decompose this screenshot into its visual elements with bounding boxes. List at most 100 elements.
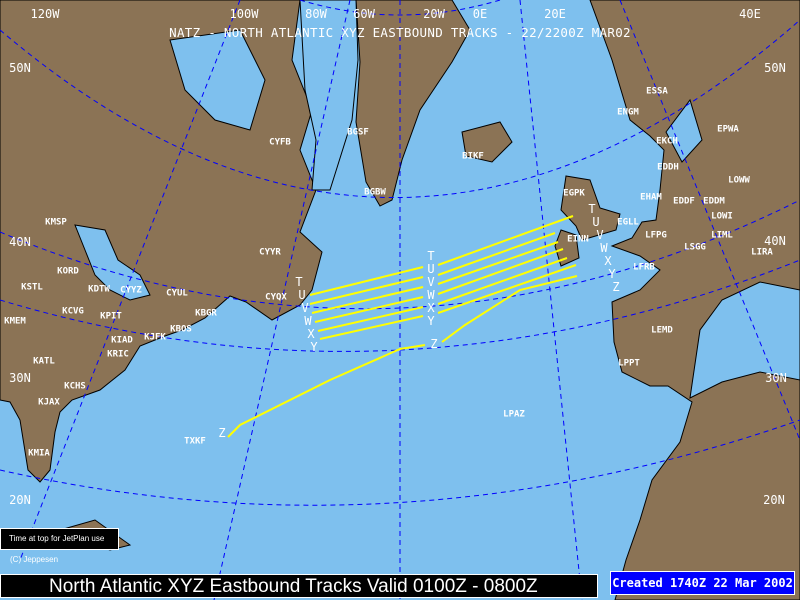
latitude-label: 50N — [9, 61, 31, 75]
airport-label: KIAD — [111, 335, 133, 346]
meridian-line — [19, 0, 241, 561]
track-z-line — [441, 275, 578, 343]
latitude-label: 20N — [763, 493, 785, 507]
copyright: (C) Jeppesen — [10, 555, 59, 564]
longitude-label: 20W — [423, 7, 445, 21]
track-letter: W — [304, 314, 312, 328]
uk — [560, 175, 621, 241]
airport-label: BIKF — [462, 151, 484, 162]
track-letter: Y — [608, 267, 616, 281]
airport-label: LPAZ — [503, 409, 525, 420]
latitude-label: 20N — [9, 493, 31, 507]
airport-label: LFPG — [645, 230, 667, 241]
airport-label: LFRB — [633, 262, 655, 273]
jetplan-note: Time at top for JetPlan use — [0, 528, 119, 550]
track-letter: Z — [612, 280, 620, 294]
airport-label: EDDM — [703, 196, 725, 207]
track-letter: X — [307, 327, 315, 341]
airport-label: LSGG — [684, 242, 706, 253]
track-letter: X — [604, 254, 612, 268]
track-v-line — [311, 286, 424, 314]
airport-label: LEMD — [651, 325, 673, 336]
airport-label: CYQX — [265, 292, 287, 303]
latitude-label: 40N — [764, 234, 786, 248]
greenland — [355, 0, 471, 207]
track-z-line — [227, 344, 426, 438]
track-x-line — [317, 306, 424, 332]
tracks — [227, 215, 578, 438]
airport-label: KRIC — [107, 349, 129, 360]
track-letter: U — [427, 262, 435, 276]
airport-label: TXKF — [184, 436, 206, 447]
track-letter: W — [600, 241, 608, 255]
airport-label: KMIA — [28, 448, 50, 459]
airport-label: LPPT — [618, 358, 640, 369]
track-y-line — [437, 264, 577, 314]
airport-label: KCVG — [62, 306, 84, 317]
created-stamp: Created 1740Z 22 Mar 2002 — [610, 571, 795, 595]
track-letter: T — [427, 249, 435, 263]
track-y-line — [319, 315, 424, 340]
longitude-label: 60W — [353, 7, 375, 21]
airport-label: BGBW — [364, 187, 386, 198]
longitude-label: 0E — [472, 7, 488, 21]
airport-label: EDDF — [673, 196, 695, 207]
airport-label: LIRA — [751, 247, 773, 258]
airport-label: KDTW — [88, 284, 110, 295]
footer-title: North Atlantic XYZ Eastbound Tracks Vali… — [0, 574, 598, 598]
airport-label: KMEM — [4, 316, 26, 327]
track-letter: Y — [310, 340, 318, 354]
longitude-label: 100W — [229, 7, 259, 21]
water-bodies — [74, 0, 800, 399]
track-v-line — [437, 241, 559, 285]
airport-label: CYYR — [259, 247, 281, 258]
mediterranean — [689, 281, 800, 399]
airport-label: EPWA — [717, 124, 739, 135]
latitude-label: 30N — [9, 371, 31, 385]
iceland — [461, 121, 513, 163]
track-letter: U — [298, 288, 306, 302]
track-letter: W — [427, 288, 435, 302]
airport-label: EGLL — [617, 217, 639, 228]
track-letter: V — [596, 228, 604, 242]
airport-label: EDDH — [657, 162, 679, 173]
airport-label: LOWI — [711, 211, 733, 222]
track-x-line — [437, 257, 568, 305]
airport-label: KJAX — [38, 397, 60, 408]
baffin-bay — [299, 0, 359, 191]
track-letter: Z — [218, 426, 226, 440]
longitude-label: 80W — [305, 7, 327, 21]
longitude-label: 120W — [30, 7, 60, 21]
track-letter: T — [295, 275, 303, 289]
airport-label: EHAM — [640, 192, 662, 203]
airport-label: LIML — [711, 230, 733, 241]
airport-label: KJFK — [144, 332, 166, 343]
track-letter: V — [301, 301, 309, 315]
great-lakes — [74, 224, 151, 301]
airport-label: EINN — [567, 234, 589, 245]
latitude-label: 40N — [9, 235, 31, 249]
meridian-line — [519, 0, 583, 600]
airport-label: LOWW — [728, 175, 750, 186]
parallel-line — [299, 0, 501, 16]
airport-label: CYYZ — [120, 285, 142, 296]
latitude-label: 50N — [764, 61, 786, 75]
airport-label: CYFB — [269, 137, 291, 148]
airport-label: KMSP — [45, 217, 67, 228]
track-u-line — [437, 232, 556, 276]
track-letter: X — [427, 301, 435, 315]
track-letter: Y — [427, 314, 435, 328]
airport-label: EGPK — [563, 188, 585, 199]
airport-label: KBGR — [195, 308, 217, 319]
baltic-sea — [665, 98, 703, 163]
track-w-line — [437, 248, 564, 295]
track-letter: T — [588, 202, 596, 216]
track-w-line — [314, 296, 424, 323]
track-letter: Z — [430, 337, 438, 351]
airport-label: ESSA — [646, 86, 668, 97]
track-u-line — [309, 276, 424, 305]
hudson-bay — [169, 29, 266, 131]
europe-africa — [589, 0, 800, 600]
